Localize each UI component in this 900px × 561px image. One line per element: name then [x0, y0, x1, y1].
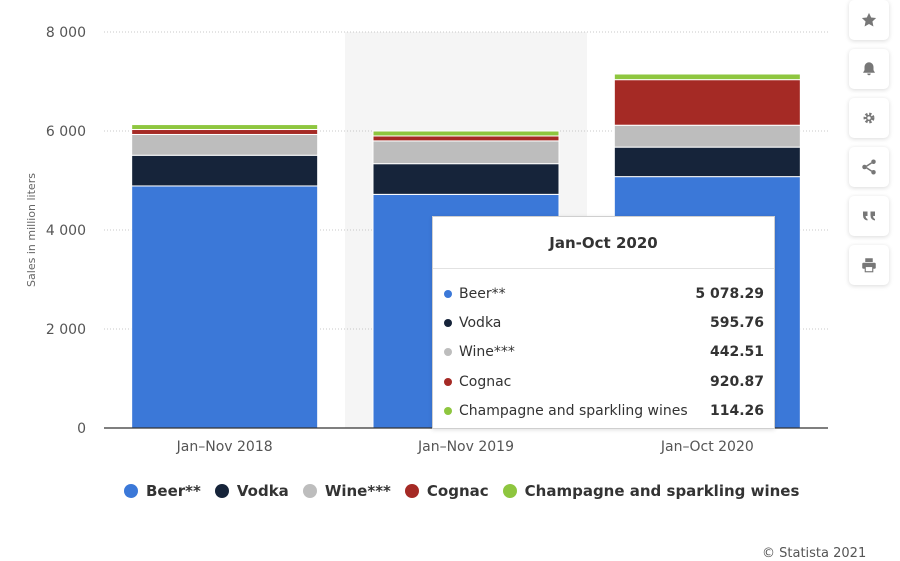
- gear-icon: [863, 112, 875, 124]
- tooltip-rows: Beer** 5 078.29 Vodka 595.76 Wine*** 442…: [433, 279, 774, 425]
- x-tick-label: Jan–Nov 2018: [176, 439, 273, 455]
- x-tick-label: Jan–Oct 2020: [660, 439, 754, 455]
- legend-dot: [502, 484, 517, 498]
- y-tick-label: 2 000: [46, 322, 86, 338]
- cite-button[interactable]: [849, 196, 889, 236]
- tooltip-row: Champagne and sparkling wines 114.26: [433, 396, 774, 425]
- tooltip-dot: [444, 348, 452, 357]
- bar-segment[interactable]: [372, 130, 560, 137]
- legend-label: Champagne and sparkling wines: [524, 482, 800, 500]
- legend-item-wine[interactable]: Wine***: [302, 482, 391, 500]
- tooltip-row-value: 5 078.29: [695, 285, 764, 302]
- star-icon: [861, 12, 877, 27]
- tooltip: Jan-Oct 2020 Beer** 5 078.29 Vodka 595.7…: [432, 216, 775, 429]
- print-icon: [862, 258, 876, 273]
- tooltip-row: Vodka 595.76: [433, 308, 774, 337]
- legend-label: Beer**: [146, 482, 201, 500]
- tooltip-row-value: 114.26: [709, 402, 764, 419]
- copyright-credit[interactable]: © Statista 2021: [762, 546, 867, 561]
- tooltip-row-label: Beer**: [459, 285, 506, 302]
- x-tick-label: Jan–Nov 2019: [417, 439, 514, 455]
- bar-segment[interactable]: [131, 124, 319, 131]
- legend-dot: [404, 484, 419, 498]
- legend-item-cognac[interactable]: Cognac: [404, 482, 489, 500]
- tooltip-dot: [444, 318, 452, 327]
- tooltip-dot: [444, 289, 452, 298]
- tooltip-row-label: Vodka: [459, 314, 502, 331]
- favorite-button[interactable]: [849, 0, 889, 40]
- bar-segment[interactable]: [131, 133, 319, 156]
- tooltip-divider: [433, 268, 774, 269]
- legend-dot: [214, 484, 229, 498]
- bar-segment[interactable]: [131, 154, 319, 187]
- bar-segment[interactable]: [613, 146, 801, 178]
- legend-label: Vodka: [236, 482, 289, 500]
- bar-segment[interactable]: [372, 163, 560, 195]
- print-button[interactable]: [849, 245, 889, 285]
- bar-segment[interactable]: [131, 129, 319, 135]
- settings-button[interactable]: [849, 98, 889, 138]
- bar-segment[interactable]: [613, 79, 801, 126]
- legend-item-beer[interactable]: Beer**: [124, 482, 201, 500]
- share-icon: [862, 159, 876, 175]
- y-tick-label: 6 000: [46, 124, 86, 140]
- tooltip-dot: [444, 377, 452, 386]
- bell-icon: [863, 62, 875, 76]
- tooltip-row-value: 595.76: [709, 314, 764, 331]
- tooltip-row: Wine*** 442.51: [433, 338, 774, 367]
- legend-label: Wine***: [324, 482, 391, 500]
- tooltip-row: Cognac 920.87: [433, 367, 774, 396]
- legend-dot: [124, 484, 138, 498]
- legend-dot: [302, 484, 317, 498]
- legend: Beer** Vodka Wine*** Cognac Champagne an…: [124, 482, 813, 500]
- tooltip-row-label: Wine***: [459, 344, 515, 361]
- tooltip-dot: [444, 406, 452, 415]
- bar-segment[interactable]: [372, 140, 560, 165]
- y-axis-title: Sales in million liters: [25, 173, 38, 287]
- notification-button[interactable]: [849, 49, 889, 89]
- share-button[interactable]: [849, 147, 889, 187]
- y-tick-label: 0: [77, 421, 86, 437]
- legend-item-champagne[interactable]: Champagne and sparkling wines: [502, 482, 800, 500]
- y-tick-label: 4 000: [46, 223, 86, 239]
- y-tick-label: 8 000: [46, 25, 86, 41]
- tooltip-row-value: 442.51: [709, 344, 764, 361]
- tooltip-title: Jan-Oct 2020: [549, 234, 658, 252]
- tooltip-row-value: 920.87: [709, 373, 764, 390]
- legend-item-vodka[interactable]: Vodka: [214, 482, 289, 500]
- tooltip-row-label: Cognac: [459, 373, 512, 390]
- bar-segment[interactable]: [613, 73, 801, 81]
- x-tick-labels: Jan–Nov 2018 Jan–Nov 2019 Jan–Oct 2020: [176, 439, 754, 455]
- bar-segment[interactable]: [372, 135, 560, 142]
- quote-icon: [863, 211, 875, 221]
- y-tick-labels: 0 2 000 4 000 6 000 8 000: [46, 25, 86, 437]
- bar-segment[interactable]: [613, 124, 801, 148]
- bar-segment[interactable]: [131, 185, 319, 429]
- legend-label: Cognac: [426, 482, 489, 500]
- tooltip-row-label: Champagne and sparkling wines: [459, 402, 688, 419]
- tooltip-row: Beer** 5 078.29: [433, 279, 774, 308]
